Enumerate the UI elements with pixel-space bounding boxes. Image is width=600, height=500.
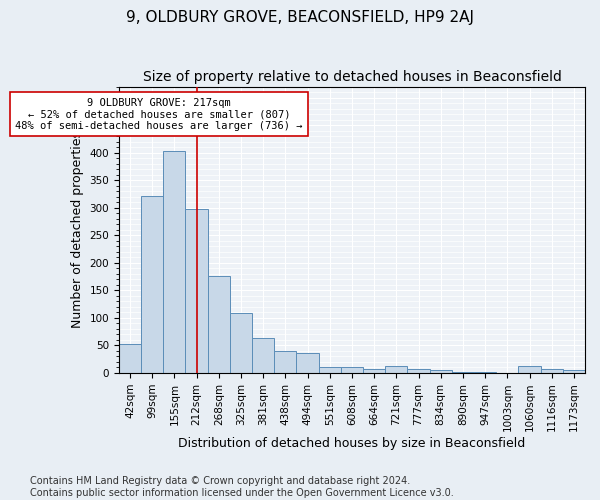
Bar <box>163 151 185 373</box>
Bar <box>385 366 407 373</box>
Y-axis label: Number of detached properties: Number of detached properties <box>71 132 84 328</box>
Text: 9, OLDBURY GROVE, BEACONSFIELD, HP9 2AJ: 9, OLDBURY GROVE, BEACONSFIELD, HP9 2AJ <box>126 10 474 25</box>
Bar <box>119 344 141 373</box>
Bar <box>319 367 341 373</box>
Bar <box>407 368 430 373</box>
Bar <box>296 353 319 373</box>
Title: Size of property relative to detached houses in Beaconsfield: Size of property relative to detached ho… <box>143 70 562 84</box>
Bar <box>563 370 585 373</box>
Bar <box>341 368 363 373</box>
Bar <box>541 368 563 373</box>
Bar <box>363 368 385 373</box>
Bar <box>230 314 252 373</box>
Text: Contains HM Land Registry data © Crown copyright and database right 2024.
Contai: Contains HM Land Registry data © Crown c… <box>30 476 454 498</box>
Bar <box>185 209 208 373</box>
Bar <box>430 370 452 373</box>
X-axis label: Distribution of detached houses by size in Beaconsfield: Distribution of detached houses by size … <box>178 437 526 450</box>
Bar <box>474 372 496 373</box>
Bar <box>208 276 230 373</box>
Bar <box>274 351 296 373</box>
Bar <box>452 372 474 373</box>
Bar <box>518 366 541 373</box>
Text: 9 OLDBURY GROVE: 217sqm
← 52% of detached houses are smaller (807)
48% of semi-d: 9 OLDBURY GROVE: 217sqm ← 52% of detache… <box>15 98 302 131</box>
Bar <box>252 338 274 373</box>
Bar <box>141 196 163 373</box>
